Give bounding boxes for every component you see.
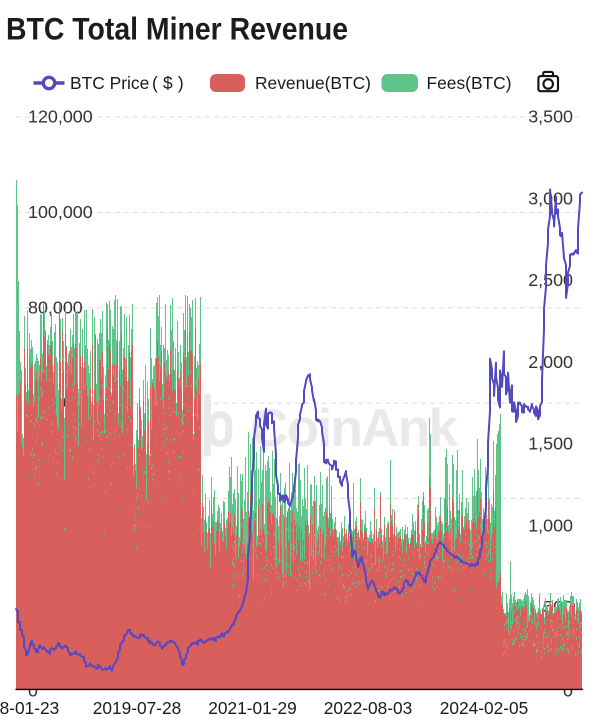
svg-text:BTC Total Miner Revenue: BTC Total Miner Revenue bbox=[6, 10, 348, 46]
svg-text:80,000: 80,000 bbox=[28, 297, 83, 317]
svg-text:1,500: 1,500 bbox=[528, 434, 573, 454]
svg-text:3,500: 3,500 bbox=[528, 107, 573, 127]
svg-text:Revenue(BTC): Revenue(BTC) bbox=[255, 73, 371, 93]
svg-text:2,000: 2,000 bbox=[528, 352, 573, 372]
svg-text:2019-07-28: 2019-07-28 bbox=[93, 698, 181, 718]
svg-text:CoinAnk: CoinAnk bbox=[250, 399, 459, 458]
svg-text:120,000: 120,000 bbox=[28, 107, 93, 127]
svg-text:2022-08-03: 2022-08-03 bbox=[324, 698, 412, 718]
svg-text:2024-02-05: 2024-02-05 bbox=[440, 698, 528, 718]
svg-text:0: 0 bbox=[563, 680, 573, 700]
svg-text:100,000: 100,000 bbox=[28, 202, 93, 222]
svg-text:1,000: 1,000 bbox=[528, 515, 573, 535]
svg-text:BTC Price: BTC Price bbox=[70, 73, 149, 93]
svg-text:($): ($) bbox=[152, 73, 189, 93]
svg-text:2018-01-23: 2018-01-23 bbox=[0, 698, 59, 718]
svg-text:Fees(BTC): Fees(BTC) bbox=[427, 73, 512, 93]
svg-text:0: 0 bbox=[28, 680, 38, 700]
svg-text:2021-01-29: 2021-01-29 bbox=[208, 698, 296, 718]
svg-text:2,500: 2,500 bbox=[528, 270, 573, 290]
